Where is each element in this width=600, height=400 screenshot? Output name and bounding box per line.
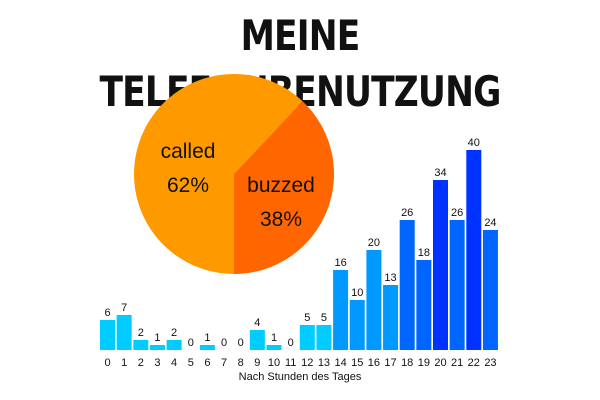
x-tick-label: 20 <box>434 357 446 369</box>
x-tick-label: 14 <box>334 357 346 369</box>
x-tick-label: 23 <box>484 357 496 369</box>
bar-value-label: 1 <box>154 332 160 344</box>
bar-value-label: 7 <box>121 302 127 314</box>
bar-value-label: 26 <box>401 207 413 219</box>
bar-value-label: 20 <box>368 237 380 249</box>
x-tick-label: 2 <box>138 357 144 369</box>
x-tick-label: 15 <box>351 357 363 369</box>
x-tick-label: 21 <box>451 357 463 369</box>
bar-value-label: 1 <box>271 332 277 344</box>
x-axis-title: Nach Stunden des Tages <box>239 371 362 383</box>
bar-value-label: 1 <box>204 332 210 344</box>
bar-hour-18 <box>399 220 415 350</box>
bar-value-label: 24 <box>484 217 496 229</box>
bar-value-label: 18 <box>418 247 430 259</box>
bar-value-label: 0 <box>188 337 194 349</box>
bar-hour-15 <box>349 300 365 350</box>
x-tick-label: 17 <box>384 357 396 369</box>
bar-value-label: 4 <box>254 317 260 329</box>
x-tick-label: 3 <box>154 357 160 369</box>
bar-hour-22 <box>466 150 482 350</box>
bar-value-label: 40 <box>468 137 480 149</box>
bar-value-label: 5 <box>304 312 310 324</box>
bar-hour-4 <box>166 340 182 350</box>
x-tick-label: 10 <box>268 357 280 369</box>
bar-value-label: 26 <box>451 207 463 219</box>
x-tick-label: 1 <box>121 357 127 369</box>
pie-chart: called 62% buzzed 38% <box>134 74 334 275</box>
bar-hour-3 <box>149 345 165 350</box>
x-tick-label: 5 <box>188 357 194 369</box>
x-tick-label: 18 <box>401 357 413 369</box>
bar-value-label: 16 <box>334 257 346 269</box>
bar-hour-20 <box>433 180 448 350</box>
bar-hour-2 <box>133 340 149 350</box>
bar-hour-23 <box>482 230 498 350</box>
x-tick-label: 22 <box>468 357 480 369</box>
x-tick-label: 4 <box>171 357 177 369</box>
x-tick-label: 12 <box>301 357 313 369</box>
bar-hour-12 <box>299 325 315 350</box>
bar-hour-1 <box>116 315 132 350</box>
bar-value-label: 10 <box>351 287 363 299</box>
bar-hour-6 <box>199 345 215 350</box>
bar-value-label: 5 <box>321 312 327 324</box>
bar-hour-13 <box>316 325 332 350</box>
pie-slice-buzzed <box>234 101 334 274</box>
bar-value-label: 13 <box>384 272 396 284</box>
x-tick-label: 6 <box>204 357 210 369</box>
pie-slice-called <box>134 74 303 275</box>
x-tick-label: 19 <box>418 357 430 369</box>
pie-label-called: called <box>161 140 216 163</box>
x-tick-label: 16 <box>368 357 380 369</box>
x-tick-label: 9 <box>254 357 260 369</box>
x-tick-label: 7 <box>221 357 227 369</box>
bar-hour-19 <box>416 260 432 350</box>
pie-label-buzzed: buzzed <box>247 174 315 197</box>
x-tick-label: 8 <box>238 357 244 369</box>
bar-value-label: 34 <box>434 167 446 179</box>
bar-value-label: 2 <box>138 327 144 339</box>
x-tick-label: 11 <box>285 357 296 369</box>
bar-hour-21 <box>449 220 465 350</box>
bar-value-label: 6 <box>104 307 110 319</box>
pie-value-buzzed: 38% <box>260 208 302 231</box>
bar-hour-0 <box>100 320 115 350</box>
bar-value-label: 0 <box>238 337 244 349</box>
bar-value-label: 0 <box>221 337 227 349</box>
pie-value-called: 62% <box>167 174 209 197</box>
bar-value-label: 0 <box>288 337 294 349</box>
bar-hour-9 <box>249 330 265 350</box>
bar-hour-17 <box>383 285 399 350</box>
x-tick-label: 0 <box>104 357 110 369</box>
bar-hour-10 <box>266 345 282 350</box>
x-tick-label: 13 <box>318 357 330 369</box>
bar-hour-16 <box>366 250 382 350</box>
bar-hour-14 <box>333 270 349 350</box>
bar-value-label: 2 <box>171 327 177 339</box>
bar-chart: 6071221324051607084911001151251316141015… <box>100 137 498 369</box>
